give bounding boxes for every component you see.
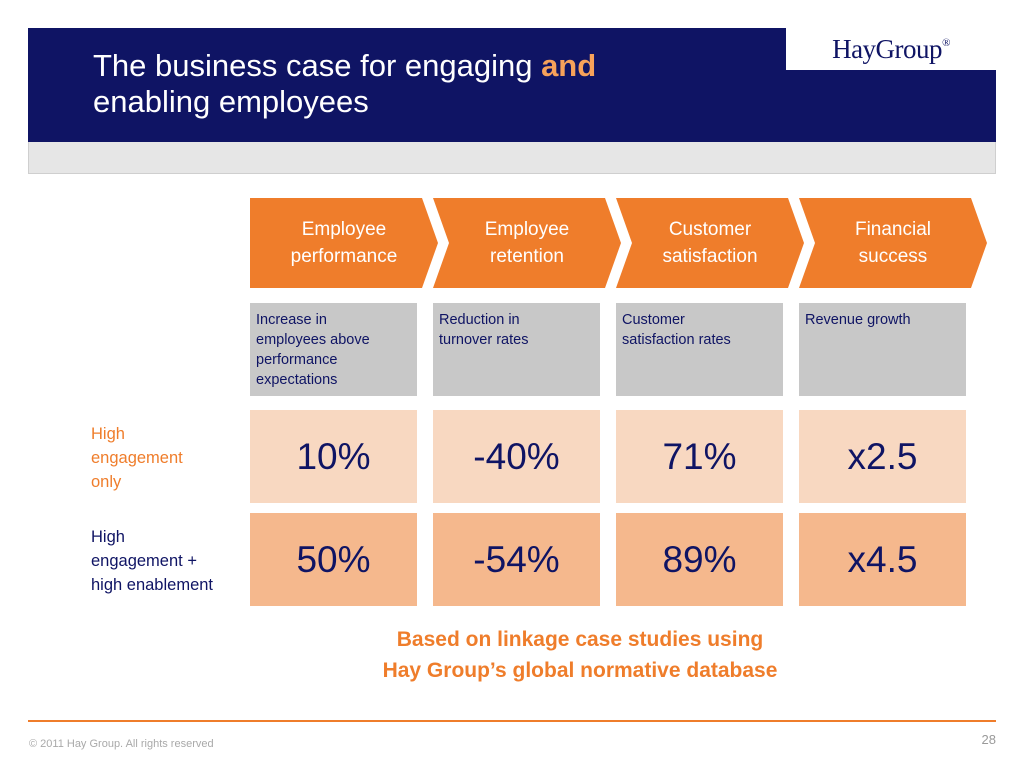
value-high-engagement-customer-satisfaction: 71% — [616, 410, 783, 503]
value-high-enablement-employee-retention: -54% — [433, 513, 600, 606]
column-heading-financial-success: Financial success — [799, 198, 987, 288]
copyright-text: © 2011 Hay Group. All rights reserved — [29, 738, 214, 750]
subtitle-bar — [28, 142, 996, 174]
page-number: 28 — [981, 732, 996, 747]
row-label-high-engagement-only: High engagement only — [91, 425, 183, 491]
value-high-engagement-employee-performance: 10% — [250, 410, 417, 503]
description-financial-success: Revenue growth — [799, 303, 966, 396]
value-high-enablement-employee-performance: 50% — [250, 513, 417, 606]
row-label-high-engagement-high-enablement: High engagement + high enablement — [91, 528, 214, 594]
description-employee-performance: Increase in employees above performance … — [250, 303, 417, 396]
hay-group-logo: HayGroup® — [832, 33, 950, 64]
value-high-engagement-financial-success: x2.5 — [799, 410, 966, 503]
title-text-line2: enabling employees — [93, 84, 369, 119]
footer-divider — [28, 720, 996, 722]
column-heading-customer-satisfaction: Customer satisfaction — [616, 198, 804, 288]
title-accent: and — [541, 48, 597, 83]
logo-container: HayGroup® — [786, 28, 996, 70]
slide-title: The business case for engaging and enabl… — [93, 48, 793, 120]
column-heading-employee-performance: Employee performance — [250, 198, 438, 288]
column-heading-employee-retention: Employee retention — [433, 198, 621, 288]
value-high-engagement-employee-retention: -40% — [433, 410, 600, 503]
source-note: Based on linkage case studies using Hay … — [382, 628, 778, 682]
description-employee-retention: Reduction in turnover rates — [433, 303, 600, 396]
value-high-enablement-customer-satisfaction: 89% — [616, 513, 783, 606]
description-customer-satisfaction: Customer satisfaction rates — [616, 303, 783, 396]
title-text: The business case for engaging — [93, 48, 542, 83]
value-high-enablement-financial-success: x4.5 — [799, 513, 966, 606]
